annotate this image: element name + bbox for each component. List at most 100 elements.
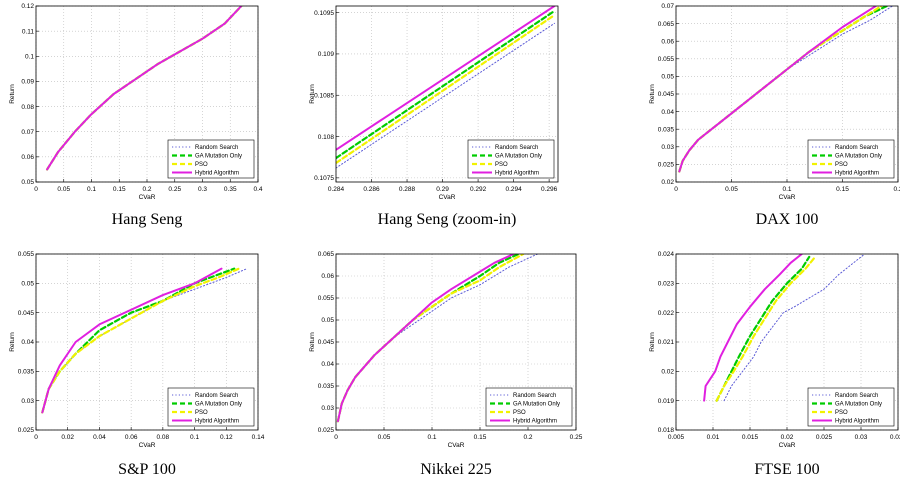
x-tick-label: 0.29	[436, 186, 449, 193]
chart-panel-3: 0 0.02 0.04 0.06 0.08 0.1 0.12 0.14 0.025 0.03 0.0…	[9, 251, 265, 478]
legend: Random Search GA Mutation Only PSO Hybrid A…	[167, 387, 255, 427]
x-tick-label: 0.2	[893, 186, 900, 193]
y-tick-label: 0.021	[658, 339, 675, 346]
legend-label: Hybrid Algorithm	[195, 419, 239, 425]
y-tick-label: 0.06	[321, 273, 334, 280]
plot-frame	[35, 5, 259, 183]
y-tick-label: 0.025	[318, 427, 335, 434]
x-tick-label: 0.25	[168, 186, 181, 193]
y-axis-label: Return	[9, 332, 16, 352]
x-tick-label: 0.1	[190, 434, 199, 441]
x-tick-label: 0.05	[725, 186, 738, 193]
legend: Random Search GA Mutation Only PSO Hybrid A…	[167, 139, 255, 179]
plot-frame	[335, 253, 577, 431]
x-tick-label: 0.14	[252, 434, 265, 441]
legend-label: PSO	[195, 162, 208, 168]
legend-label: Hybrid Algorithm	[835, 171, 879, 177]
chart-caption: S&P 100	[118, 461, 176, 478]
y-tick-label: 0.11	[22, 28, 35, 35]
x-axis-label: CVaR	[779, 194, 796, 201]
legend-label: GA Mutation Only	[195, 402, 242, 408]
chart-caption: DAX 100	[756, 211, 819, 228]
x-tick-label: 0.06	[125, 434, 138, 441]
series-line-0	[336, 22, 555, 169]
legend-label: PSO	[195, 410, 208, 416]
y-tick-label: 0.09	[21, 79, 34, 86]
y-tick-label: 0.019	[658, 398, 675, 405]
series-line-3	[46, 6, 243, 171]
y-tick-label: 0.07	[21, 129, 34, 136]
x-tick-label: 0.3	[198, 186, 207, 193]
x-tick-label: 0.15	[474, 434, 487, 441]
chart-caption: Hang Seng	[112, 211, 183, 228]
x-tick-label: 0.286	[363, 186, 380, 193]
x-tick-label: 0.02	[61, 434, 74, 441]
y-tick-label: 0.08	[21, 104, 34, 111]
x-tick-label: 0.294	[505, 186, 522, 193]
x-tick-label: 0.288	[399, 186, 416, 193]
y-tick-label: 0.025	[658, 162, 675, 169]
series-line-3	[41, 267, 223, 414]
chart-panel-2: 0 0.05 0.1 0.15 0.2 0.02 0.025 0.03 0.035 0.04 0.0…	[649, 3, 900, 228]
x-tick-label: 0.03	[855, 434, 868, 441]
legend-label: GA Mutation Only	[513, 402, 560, 408]
y-tick-label: 0.1085	[314, 92, 334, 99]
y-tick-label: 0.02	[661, 369, 674, 376]
y-tick-label: 0.022	[658, 310, 675, 317]
y-axis-label: Return	[649, 84, 656, 104]
y-tick-label: 0.1095	[314, 10, 334, 17]
series-line-3	[336, 254, 515, 423]
chart-caption: Nikkei 225	[420, 461, 492, 478]
legend: Random Search GA Mutation Only PSO Hybrid A…	[807, 387, 895, 427]
legend-label: Hybrid Algorithm	[513, 419, 557, 425]
x-tick-label: 0.035	[890, 434, 900, 441]
y-tick-label: 0.024	[658, 251, 675, 258]
legend-label: Hybrid Algorithm	[835, 419, 879, 425]
x-tick-label: 0.292	[470, 186, 487, 193]
legend-label: Random Search	[195, 145, 238, 151]
x-tick-label: 0.015	[742, 434, 759, 441]
legend-label: GA Mutation Only	[835, 402, 882, 408]
y-tick-label: 0.02	[661, 179, 674, 186]
legend: Random Search GA Mutation Only PSO Hybrid A…	[485, 387, 573, 427]
legend-label: GA Mutation Only	[195, 154, 242, 160]
series-line-0	[723, 254, 866, 402]
x-tick-label: 0	[334, 434, 338, 441]
y-tick-label: 0.05	[321, 317, 334, 324]
series-line-2	[715, 255, 817, 402]
legend-label: Random Search	[513, 393, 556, 399]
x-tick-label: 0.2	[142, 186, 151, 193]
x-tick-label: 0.15	[836, 186, 849, 193]
x-axis-label: CVaR	[139, 194, 156, 201]
x-tick-label: 0.02	[781, 434, 794, 441]
y-tick-label: 0.05	[21, 281, 34, 288]
x-tick-label: 0.25	[570, 434, 583, 441]
x-tick-label: 0.284	[328, 186, 345, 193]
x-tick-label: 0.01	[707, 434, 720, 441]
legend: Random Search GA Mutation Only PSO Hybrid A…	[467, 139, 555, 179]
chart-panel-0: 0 0.05 0.1 0.15 0.2 0.25 0.3 0.35 0.40.050.060.0…	[9, 3, 263, 228]
x-tick-label: 0.05	[57, 186, 70, 193]
x-tick-label: 0.35	[224, 186, 237, 193]
y-tick-label: 0.04	[321, 361, 334, 368]
y-tick-label: 0.04	[661, 109, 674, 116]
x-tick-label: 0.1	[427, 434, 436, 441]
y-tick-label: 0.045	[658, 91, 675, 98]
x-tick-label: 0.08	[157, 434, 170, 441]
y-tick-label: 0.07	[661, 3, 674, 10]
y-axis-label: Return	[9, 84, 16, 104]
series-line-3	[703, 254, 803, 402]
y-axis-label: Return	[649, 332, 656, 352]
chart-caption: FTSE 100	[754, 461, 819, 478]
x-axis-label: CVaR	[139, 442, 156, 449]
y-tick-label: 0.03	[21, 398, 34, 405]
x-tick-label: 0.1	[782, 186, 791, 193]
x-axis-label: CVaR	[779, 442, 796, 449]
x-tick-label: 0.005	[668, 434, 685, 441]
legend-label: Random Search	[835, 393, 878, 399]
y-tick-label: 0.03	[321, 405, 334, 412]
y-tick-label: 0.035	[318, 383, 335, 390]
y-tick-label: 0.025	[18, 427, 35, 434]
chart-panel-5: 0.005 0.01 0.015 0.02 0.025 0.03 0.035 0.018 0.0…	[649, 251, 900, 478]
x-tick-label: 0.1	[87, 186, 96, 193]
